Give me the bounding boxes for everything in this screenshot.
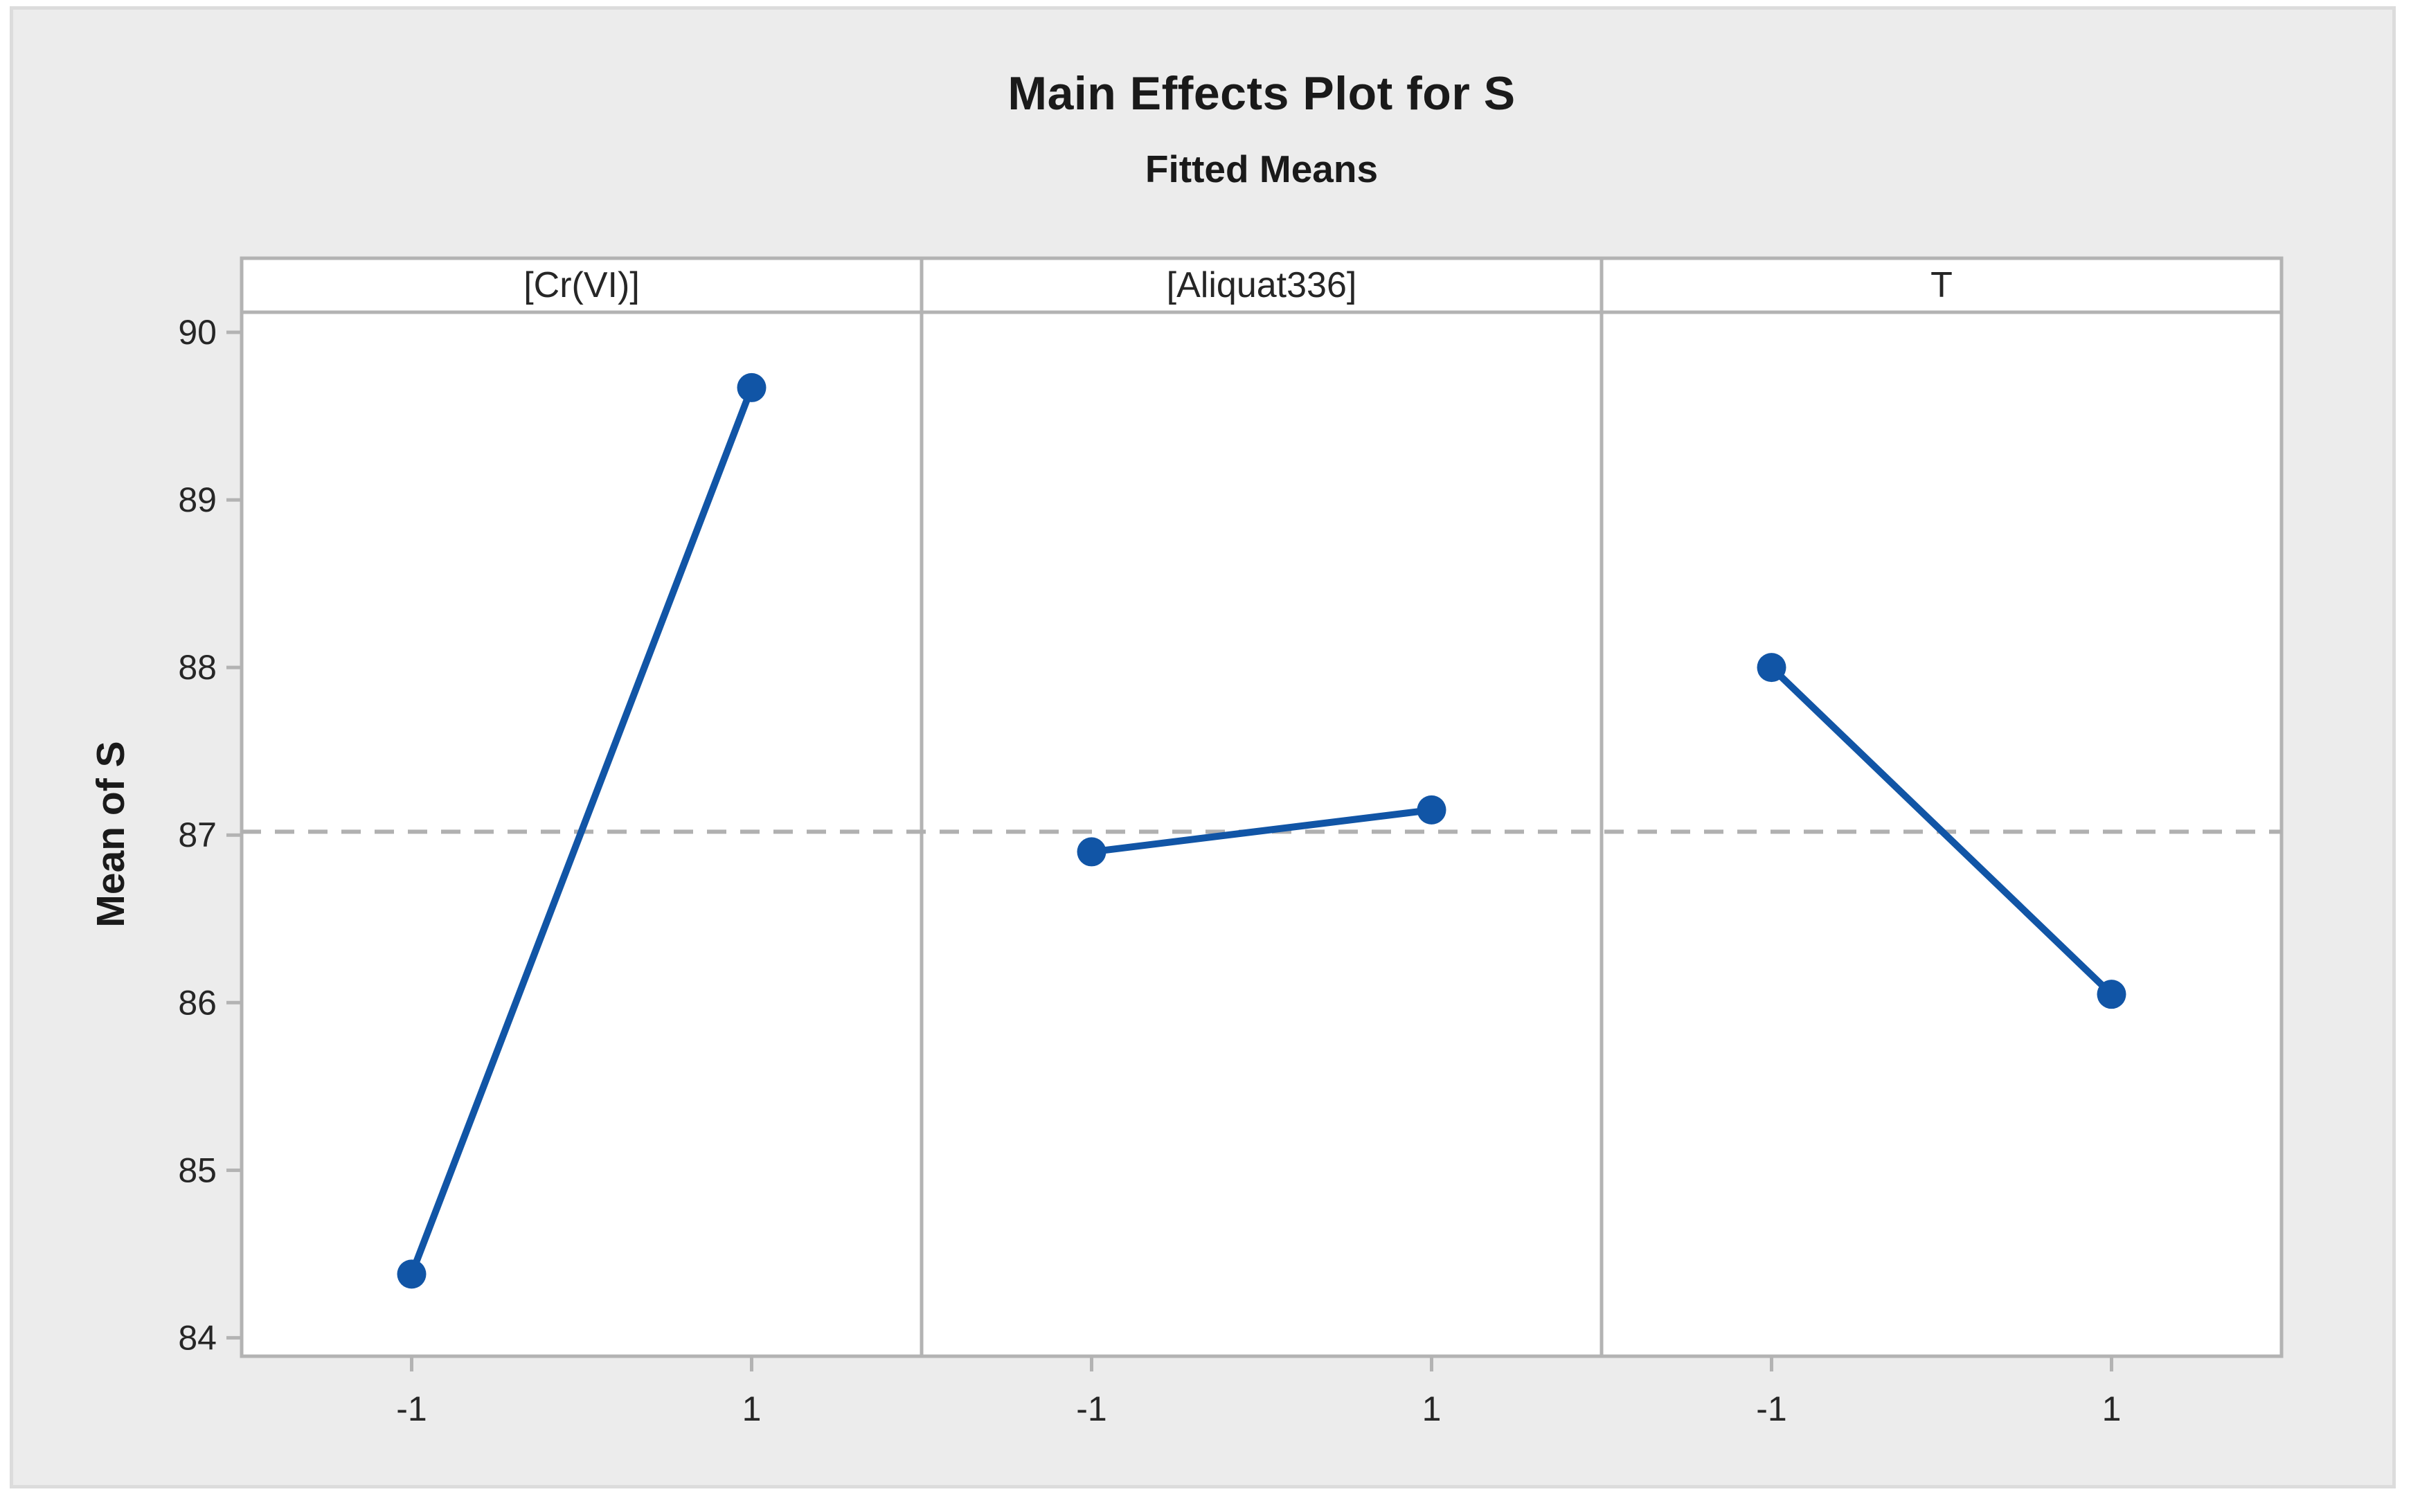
data-point <box>397 1259 427 1289</box>
x-tick-label: 1 <box>1422 1389 1442 1428</box>
y-tick-label: 88 <box>178 648 217 687</box>
series-line <box>1769 665 2114 997</box>
y-tick-label: 86 <box>178 983 217 1022</box>
x-tick-label: -1 <box>1756 1389 1786 1428</box>
chart-subtitle: Fitted Means <box>1145 147 1379 190</box>
panel-header-strip <box>240 256 2284 314</box>
data-point <box>2097 980 2126 1009</box>
x-tick-label: 1 <box>742 1389 762 1428</box>
panel-label: [Cr(VI)] <box>523 265 640 305</box>
y-tick-label: 85 <box>178 1151 217 1189</box>
y-tick-label: 84 <box>178 1318 217 1357</box>
data-point <box>737 372 767 402</box>
data-point <box>1757 653 1786 683</box>
series-line <box>1091 806 1433 856</box>
x-tick-label: 1 <box>2102 1389 2122 1428</box>
data-point <box>1417 795 1446 825</box>
y-tick-label: 90 <box>178 313 217 352</box>
panel-label: T <box>1930 265 1953 305</box>
x-tick-label: -1 <box>1076 1389 1106 1428</box>
panel-label: [Aliquat336] <box>1167 265 1357 305</box>
y-tick-label: 89 <box>178 480 217 519</box>
y-tick-label: 87 <box>178 816 217 854</box>
data-point <box>1077 837 1106 867</box>
x-tick-label: -1 <box>396 1389 427 1428</box>
series-line <box>408 386 755 1276</box>
chart-title: Main Effects Plot for S <box>1007 67 1516 120</box>
